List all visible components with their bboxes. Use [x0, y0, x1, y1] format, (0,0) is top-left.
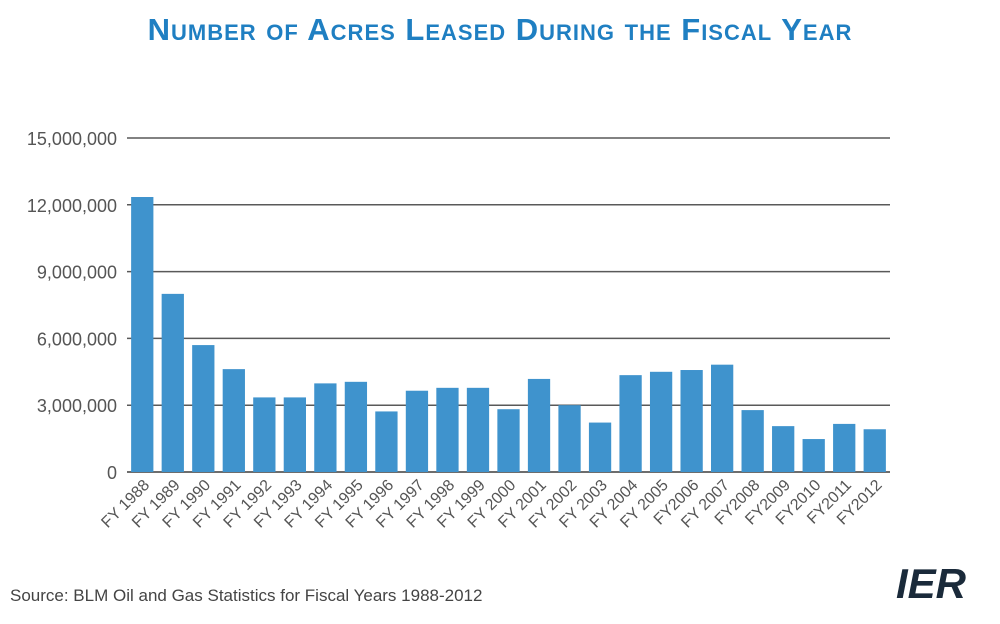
bar: [802, 439, 825, 472]
bar: [649, 371, 673, 472]
bar: [436, 387, 459, 472]
y-axis-tick-labels: 0 3,000,000 6,000,000 9,000,000 12,000,000 15…: [27, 129, 117, 483]
bar: [344, 381, 368, 472]
bar: [161, 293, 184, 472]
ier-logo: IER: [896, 560, 967, 606]
bar: [222, 369, 245, 472]
y-tick-label: 15,000,000: [27, 129, 117, 149]
bar: [711, 364, 734, 472]
y-tick-label: 0: [107, 463, 117, 483]
bar: [527, 378, 551, 472]
bar-chart: 0 3,000,000 6,000,000 9,000,000 12,000,000 15…: [27, 129, 890, 532]
bar: [833, 423, 856, 472]
bar: [741, 410, 764, 472]
bar: [466, 387, 490, 472]
bar: [131, 197, 154, 473]
bar: [680, 370, 703, 472]
bar: [863, 429, 886, 472]
bar: [253, 397, 276, 472]
chart-title: Number of Acres Leased During the Fiscal…: [147, 12, 853, 47]
bar: [375, 411, 398, 472]
y-tick-label: 9,000,000: [37, 263, 117, 283]
bar: [772, 426, 795, 472]
bars: [131, 197, 886, 473]
y-tick-label: 3,000,000: [37, 396, 117, 416]
bar: [497, 409, 520, 472]
logo-text: IER: [896, 560, 967, 606]
y-tick-label: 12,000,000: [27, 196, 117, 216]
bar: [283, 397, 306, 472]
bar: [588, 422, 612, 472]
bar: [558, 405, 581, 472]
bar: [619, 375, 642, 472]
bar: [405, 390, 429, 472]
bar: [192, 345, 215, 472]
source-note: Source: BLM Oil and Gas Statistics for F…: [10, 586, 483, 605]
bar: [314, 383, 337, 472]
y-tick-label: 6,000,000: [37, 329, 117, 349]
